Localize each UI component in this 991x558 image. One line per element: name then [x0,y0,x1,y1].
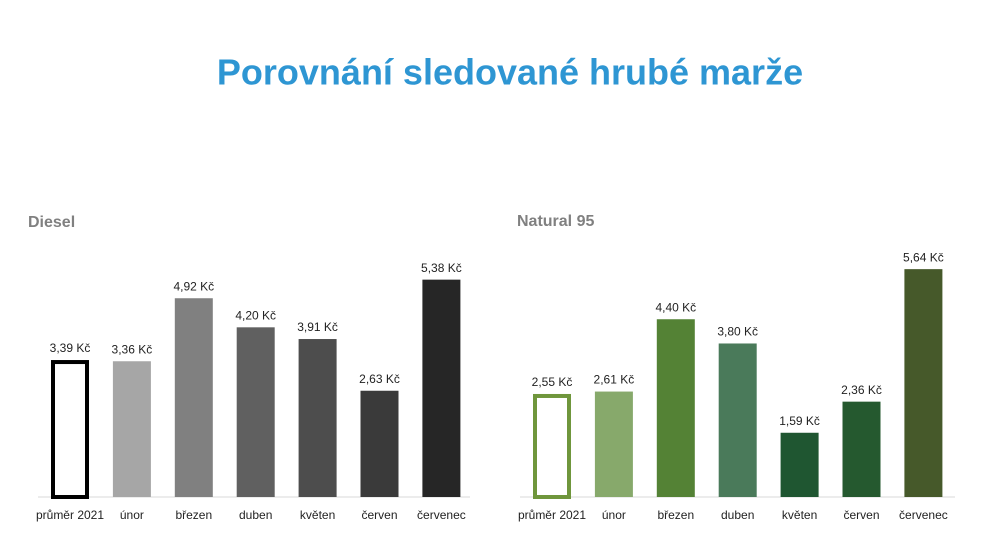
x-tick-label: únor [120,508,144,522]
value-label: 5,38 Kč [421,261,462,275]
value-label: 3,91 Kč [297,320,338,334]
x-tick-label: červenec [417,508,466,522]
value-label: 3,39 Kč [50,341,91,355]
x-tick-label: únor [602,508,626,522]
bar [236,327,275,497]
bar [174,298,213,497]
value-label: 1,59 Kč [779,414,820,428]
bar [533,393,571,500]
x-tick-label: březen [175,508,212,522]
value-label: 3,80 Kč [717,325,758,339]
bar [842,401,881,497]
bar [656,319,695,497]
chart-title: Natural 95 [517,213,594,230]
x-tick-label: duben [721,508,754,522]
value-label: 4,40 Kč [655,300,696,314]
bar [718,343,757,497]
value-label: 2,61 Kč [594,373,635,387]
x-tick-label: květen [782,508,817,522]
bar [594,391,633,497]
value-label: 2,36 Kč [841,383,882,397]
bar [360,390,399,497]
x-tick-label: průměr 2021 [36,508,104,522]
x-tick-label: červenec [899,508,948,522]
x-tick-label: březen [657,508,694,522]
page-title: Porovnání sledované hrubé marže [217,52,803,93]
bar [112,361,151,497]
bar [422,279,461,497]
value-label: 4,92 Kč [173,279,214,293]
x-tick-label: květen [300,508,335,522]
bar [904,269,943,497]
x-tick-label: duben [239,508,272,522]
value-label: 2,55 Kč [532,375,573,389]
value-label: 5,64 Kč [903,250,944,264]
x-tick-label: červen [843,508,879,522]
bar [298,339,337,497]
bar [51,360,89,499]
value-label: 4,20 Kč [235,308,276,322]
x-tick-label: červen [361,508,397,522]
value-label: 3,36 Kč [112,342,153,356]
chart-title: Diesel [28,214,75,231]
bar [780,432,819,497]
value-label: 2,63 Kč [359,372,400,386]
x-tick-label: průměr 2021 [518,508,586,522]
